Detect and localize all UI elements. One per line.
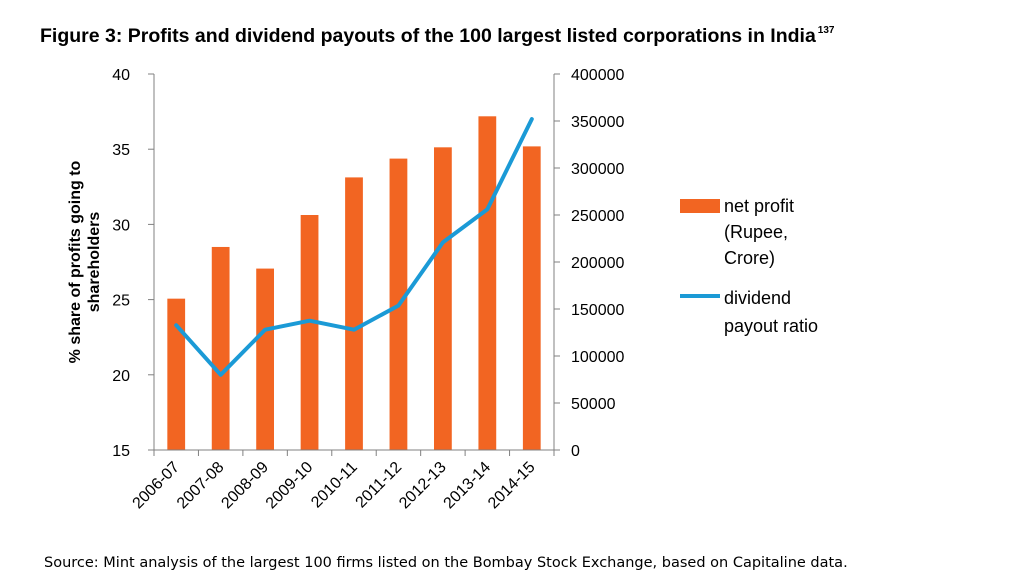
bar-2009-10 bbox=[300, 215, 319, 450]
y-tick-label-20: 20 bbox=[112, 368, 130, 385]
bar-2010-11 bbox=[345, 177, 363, 450]
legend-label-dividend-line-2: payout ratio bbox=[724, 316, 818, 336]
y2-tick-label-100000: 100000 bbox=[571, 349, 624, 366]
plot-area: 15 20 25 30 35 40 0 50000 100000 150000 200000 2500… bbox=[112, 67, 624, 512]
chart-title-text: Figure 3: Profits and dividend payouts o… bbox=[40, 25, 816, 47]
bar-2007-08 bbox=[211, 246, 230, 450]
y-tick-label-30: 30 bbox=[112, 217, 130, 234]
y-axis-label-line-1: % share of profits going to bbox=[67, 160, 84, 363]
legend: net profit (Rupee, Crore) dividend payou… bbox=[680, 196, 818, 336]
y2-tick-label-200000: 200000 bbox=[571, 255, 624, 272]
y-tick-label-35: 35 bbox=[112, 142, 130, 159]
y-axis-label: % share of profits going to shareholders bbox=[67, 160, 103, 363]
legend-label-net-profit-line-3: Crore) bbox=[724, 248, 775, 268]
legend-label-net-profit-line-2: (Rupee, bbox=[724, 222, 788, 242]
y2-tick-label-350000: 350000 bbox=[571, 114, 624, 131]
y2-tick-label-300000: 300000 bbox=[571, 161, 624, 178]
x-tick-label-2014-15: 2014-15 bbox=[485, 459, 539, 513]
legend-swatch-net-profit bbox=[680, 199, 720, 213]
x-tick-label-2009-10: 2009-10 bbox=[263, 459, 317, 513]
x-tick-label-2008-09: 2008-09 bbox=[218, 459, 272, 513]
bar-2013-14 bbox=[478, 116, 497, 451]
y-axis-label-line-2: shareholders bbox=[86, 212, 103, 313]
y2-tick-label-50000: 50000 bbox=[571, 396, 616, 413]
y-tick-label-25: 25 bbox=[112, 293, 130, 310]
x-tick-label-2007-08: 2007-08 bbox=[174, 459, 228, 513]
x-tick-label-2013-14: 2013-14 bbox=[441, 459, 495, 513]
x-tick-label-2006-07: 2006-07 bbox=[130, 459, 184, 513]
y2-tick-label-0: 0 bbox=[571, 443, 580, 460]
x-tick-label-2012-13: 2012-13 bbox=[396, 459, 450, 513]
chart-title: Figure 3: Profits and dividend payouts o… bbox=[40, 25, 835, 47]
bar-2014-15 bbox=[522, 146, 541, 450]
y-tick-label-40: 40 bbox=[112, 67, 130, 84]
x-tick-label-2010-11: 2010-11 bbox=[308, 459, 361, 512]
x-tick-label-2011-12: 2011-12 bbox=[353, 459, 406, 512]
y2-tick-label-250000: 250000 bbox=[571, 208, 624, 225]
bar-2008-09 bbox=[256, 268, 274, 450]
y2-tick-label-400000: 400000 bbox=[571, 67, 624, 84]
bar-2006-07 bbox=[167, 298, 186, 450]
bar-2012-13 bbox=[434, 147, 452, 450]
y-tick-label-15: 15 bbox=[112, 443, 130, 460]
legend-label-net-profit-line-1: net profit bbox=[724, 196, 794, 216]
y2-tick-label-150000: 150000 bbox=[571, 302, 624, 319]
chart-title-superscript: 137 bbox=[818, 25, 835, 36]
source-note: Source: Mint analysis of the largest 100… bbox=[44, 555, 848, 571]
dividend-payout-line bbox=[174, 117, 534, 377]
legend-label-dividend-line-1: dividend bbox=[724, 288, 791, 308]
